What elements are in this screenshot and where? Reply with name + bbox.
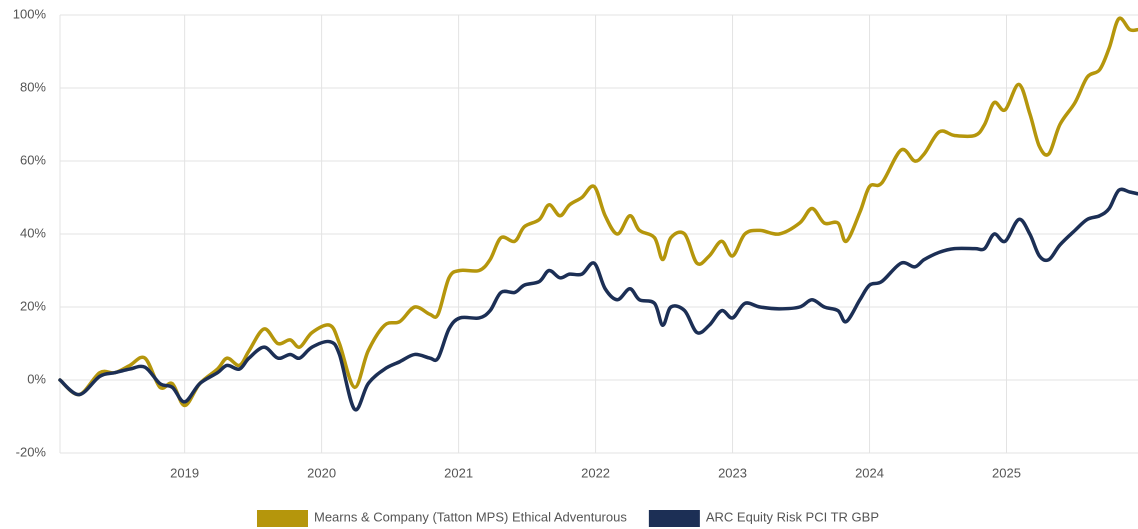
x-tick-label: 2025 [992,465,1021,480]
legend-label: ARC Equity Risk PCI TR GBP [706,509,879,524]
series-line [58,187,1138,412]
x-tick-label: 2020 [307,465,336,480]
x-tick-label: 2022 [581,465,610,480]
legend-swatch [648,510,700,527]
y-tick-label: 60% [20,152,46,167]
x-tick-label: 2021 [444,465,473,480]
y-tick-label: 0% [27,371,46,386]
y-tick-label: 100% [13,6,47,21]
y-tick-label: 40% [20,225,46,240]
y-tick-label: 80% [20,79,46,94]
x-tick-label: 2019 [170,465,199,480]
x-tick-label: 2024 [855,465,884,480]
series-line [58,16,1138,408]
y-tick-label: -20% [16,444,47,459]
legend-label: Mearns & Company (Tatton MPS) Ethical Ad… [314,509,627,524]
y-tick-label: 20% [20,298,46,313]
legend-swatch [256,510,308,527]
x-tick-label: 2023 [718,465,747,480]
